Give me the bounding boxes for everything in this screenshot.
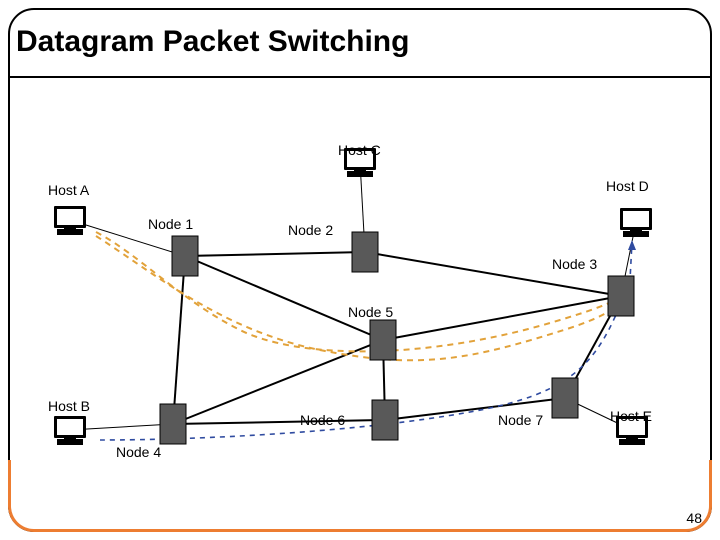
slide-border [8, 8, 712, 532]
host-B-label: Host B [48, 398, 90, 414]
slide-accent [8, 460, 712, 532]
page-number: 48 [686, 510, 702, 526]
node-2-label: Node 2 [288, 222, 333, 238]
host-E-label: Host E [610, 408, 652, 424]
slide-title: Datagram Packet Switching [8, 8, 712, 76]
node-6-label: Node 6 [300, 412, 345, 428]
node-7-label: Node 7 [498, 412, 543, 428]
slide-title-text: Datagram Packet Switching [16, 25, 409, 59]
slide: Datagram Packet Switching Host A Host B Ho… [0, 0, 720, 540]
host-C-label: Host C [338, 142, 381, 158]
node-1-label: Node 1 [148, 216, 193, 232]
node-3-label: Node 3 [552, 256, 597, 272]
title-underline [9, 76, 711, 78]
node-4-label: Node 4 [116, 444, 161, 460]
page-number-text: 48 [686, 510, 702, 526]
node-5-label: Node 5 [348, 304, 393, 320]
host-A-label: Host A [48, 182, 89, 198]
host-D-label: Host D [606, 178, 649, 194]
